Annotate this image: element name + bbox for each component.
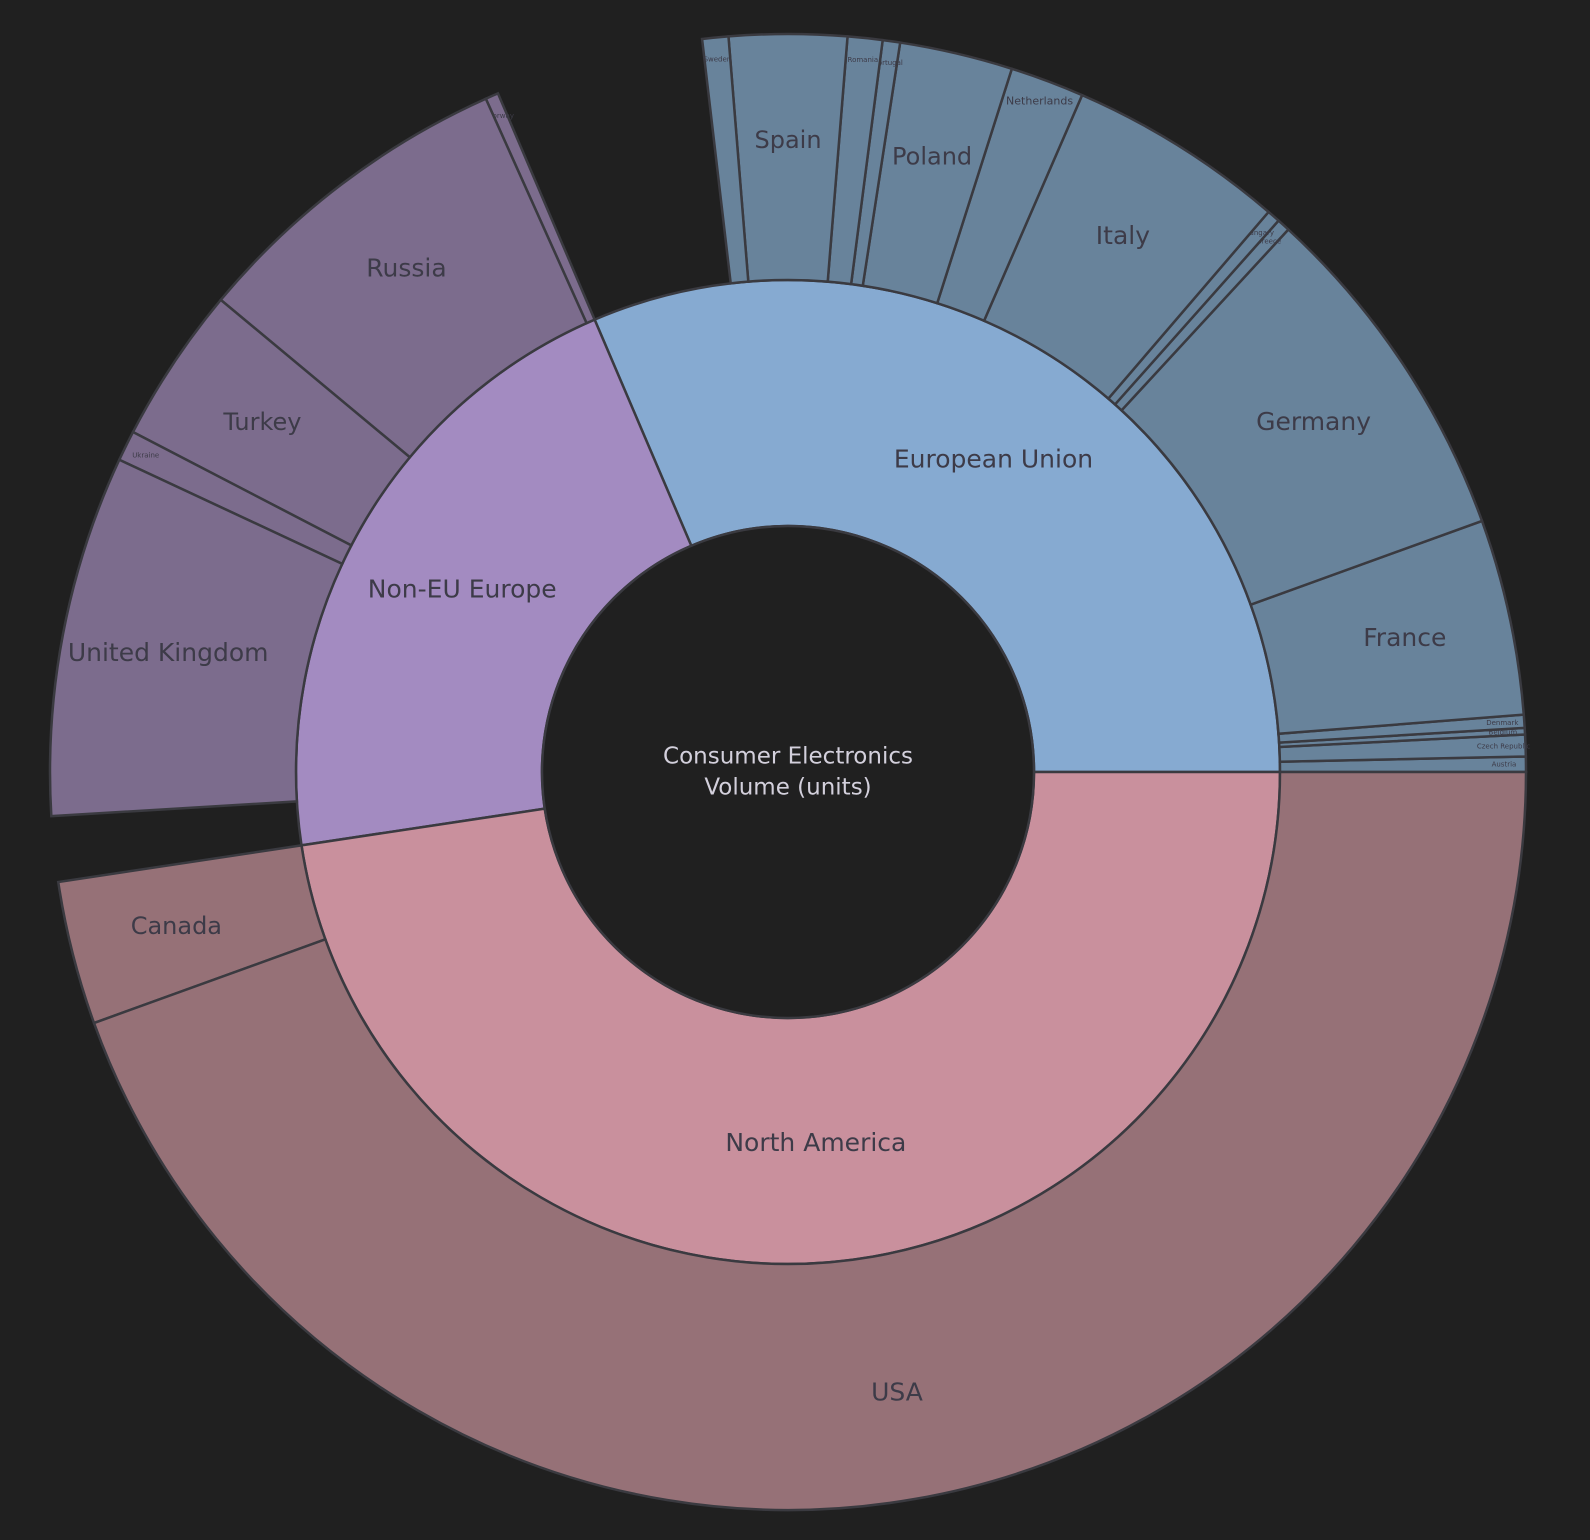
segment-north-america-label: North America: [725, 1128, 906, 1157]
segment-germany-label: Germany: [1256, 407, 1371, 436]
segment-ukraine-label: Ukraine: [132, 452, 159, 460]
segment-poland-label: Poland: [892, 143, 972, 171]
segment-netherlands-label: Netherlands: [1006, 95, 1073, 108]
segment-united-kingdom-label: United Kingdom: [68, 638, 269, 667]
chart-title-line-1: Consumer Electronics: [663, 744, 913, 770]
segment-france-label: France: [1363, 623, 1446, 652]
segment-denmark-label: Denmark: [1486, 719, 1519, 727]
segment-romania-label: Romania: [848, 56, 879, 64]
segment-sweden-label: Sweden: [704, 55, 732, 63]
segment-sweden[interactable]: [700, 35, 750, 285]
segment-russia-label: Russia: [366, 253, 446, 282]
segment-canada-label: Canada: [131, 912, 222, 940]
center-hole: [540, 524, 1036, 1020]
segment-greece-label: Greece: [1256, 237, 1281, 245]
segment-hungary-label: Hungary: [1244, 229, 1274, 237]
segment-norway-label: Norway: [487, 112, 514, 120]
segment-belgium-label: Belgium: [1489, 728, 1518, 736]
segment-spain-label: Spain: [754, 126, 821, 154]
segment-non-eu-europe-label: Non-EU Europe: [368, 574, 557, 603]
segment-czech-republic-label: Czech Republic: [1477, 742, 1530, 750]
segment-portugal-label: Portugal: [874, 59, 903, 67]
segment-turkey-label: Turkey: [222, 408, 301, 436]
segment-italy-label: Italy: [1096, 221, 1150, 250]
chart-title-line-2: Volume (units): [704, 775, 871, 801]
segment-austria-label: Austria: [1492, 761, 1517, 769]
segment-european-union-label: European Union: [894, 445, 1093, 474]
segment-united-kingdom[interactable]: [48, 458, 344, 818]
segment-usa-label: USA: [871, 1378, 923, 1407]
segment-usa[interactable]: [92, 770, 1528, 1512]
